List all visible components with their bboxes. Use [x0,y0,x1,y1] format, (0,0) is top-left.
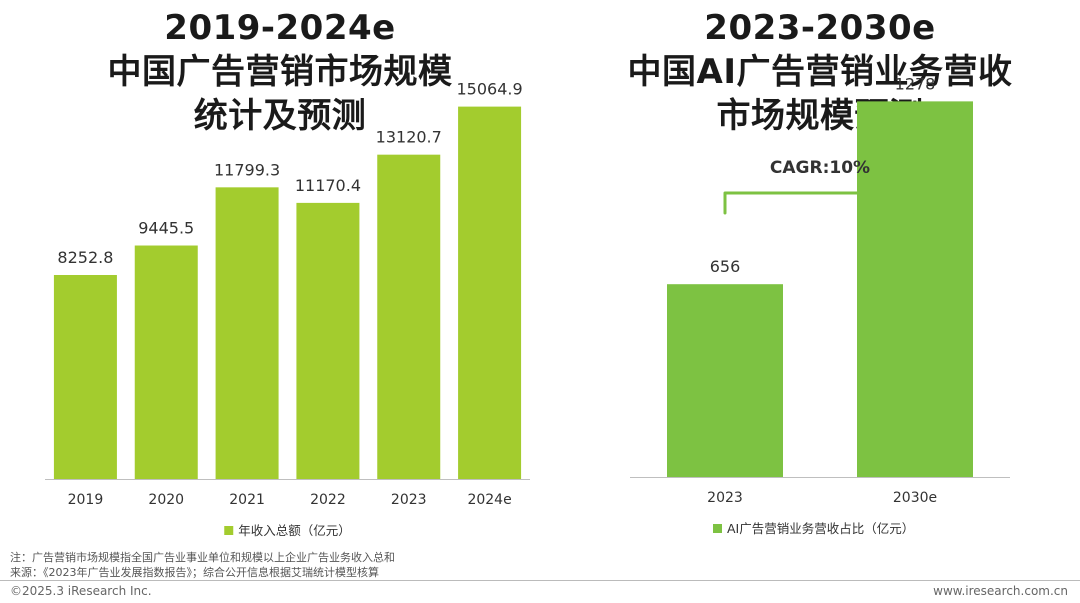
left-data-label-2019: 8252.8 [57,248,113,267]
right-tick-label-2023: 2023 [707,490,743,506]
right-legend-swatch [713,524,722,533]
left-data-label-2021: 11799.3 [214,160,280,179]
left-bar-2022 [296,202,360,479]
right-tick-label-2030e: 2030e [893,490,937,506]
source-line: 来源：《2023年广告业发展指数报告》；综合公开信息根据艾瑞统计模型核算 [10,566,379,579]
left-legend-swatch [224,526,234,535]
right-legend-label: AI广告营销业务营收占比（亿元） [727,521,914,536]
right-bar-2023 [667,284,783,477]
left-tick-label-2023: 2023 [391,492,427,508]
right-title-line2: 中国AI广告营销业务营收 [627,52,1013,92]
right-title-line1: 2023-2030e [704,8,936,48]
right-bar-2030e [857,101,973,478]
left-title-line2: 中国广告营销市场规模 [107,52,453,92]
left-tick-label-2020: 2020 [148,492,184,508]
left-data-label-2020: 9445.5 [138,219,194,238]
left-bar-2024e [458,106,522,479]
left-tick-label-2019: 2019 [68,492,104,508]
left-title-line3: 统计及预测 [193,96,367,136]
left-data-label-2023: 13120.7 [376,128,442,147]
right-cagr-bracket [723,191,917,215]
note-line: 注：广告营销市场规模指全国广告业事业单位和规模以上企业广告业务收入总和 [10,551,395,564]
left-tick-label-2024e: 2024e [467,492,511,508]
left-tick-label-2021: 2021 [229,492,265,508]
left-title-line1: 2019-2024e [164,8,396,48]
left-bar-2019 [53,274,117,479]
left-bar-2023 [377,154,441,479]
left-legend-label: 年收入总额（亿元） [238,523,351,538]
left-data-label-2024e: 15064.9 [456,80,522,99]
copyright-text: ©2025.3 iResearch Inc. [10,584,152,598]
left-bar-2021 [215,187,279,479]
left-tick-label-2022: 2022 [310,492,346,508]
left-data-label-2022: 11170.4 [295,176,361,195]
website-text: www.iresearch.com.cn [933,584,1068,598]
right-data-label-2023: 656 [710,257,741,276]
left-bar-2020 [134,245,198,479]
right-cagr-label: CAGR:10% [770,158,870,178]
left-chart-title: 2019-2024e 中国广告营销市场规模 统计及预测 [40,6,520,138]
right-data-label-2030e: 1278 [895,74,936,93]
footer-divider [0,580,1080,581]
